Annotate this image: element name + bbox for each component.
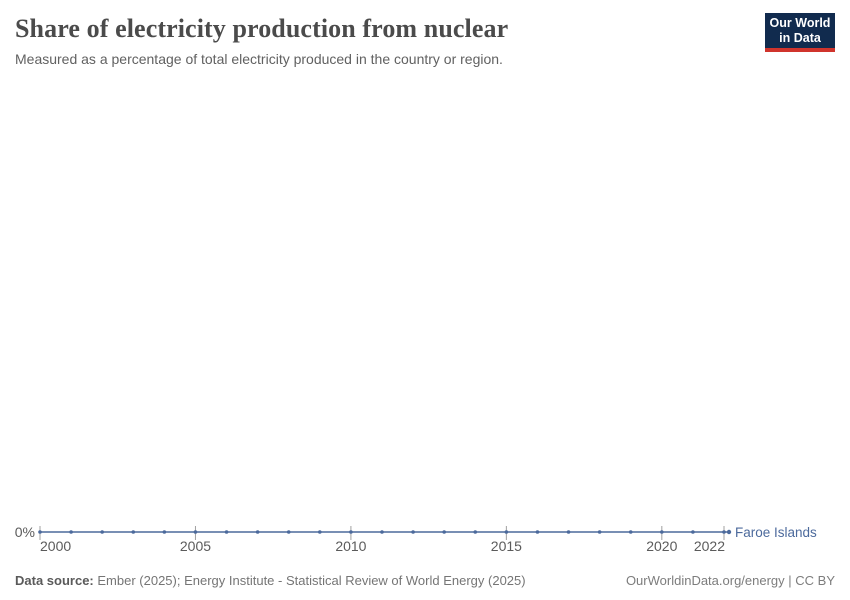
- logo-line1: Our World: [769, 15, 831, 30]
- data-point-marker: [255, 530, 260, 534]
- x-axis-tick-label: 2010: [335, 538, 366, 554]
- data-point-marker: [660, 530, 664, 534]
- data-point-marker: [349, 530, 353, 534]
- data-point-marker: [162, 530, 167, 534]
- data-point-marker: [69, 530, 73, 534]
- data-source-label: Data source:: [15, 573, 94, 588]
- chart-subtitle: Measured as a percentage of total electr…: [15, 50, 503, 67]
- chart-title: Share of electricity production from nuc…: [15, 14, 509, 43]
- data-source: Data source: Ember (2025); Energy Instit…: [15, 573, 526, 588]
- data-point-marker: [597, 530, 602, 534]
- chart-header: Share of electricity production from nuc…: [0, 0, 850, 68]
- x-axis-tick-label: 2005: [180, 538, 211, 554]
- owid-logo: Our World in Data: [765, 13, 835, 52]
- data-point-marker: [380, 530, 384, 534]
- data-point-marker: [628, 530, 633, 534]
- data-point-marker: [722, 530, 726, 534]
- data-point-marker: [193, 530, 198, 534]
- data-point-marker: [411, 530, 415, 534]
- data-point-marker: [100, 530, 104, 534]
- data-point-marker: [224, 530, 229, 534]
- data-point-marker: [535, 530, 540, 534]
- data-source-text: Ember (2025); Energy Institute - Statist…: [97, 573, 526, 588]
- data-point-marker: [131, 530, 136, 534]
- data-point-marker: [318, 530, 322, 534]
- data-point-marker: [691, 530, 695, 534]
- data-point-marker: [38, 530, 42, 534]
- footer-license-link: OurWorldinData.org/energy | CC BY: [625, 573, 835, 588]
- chart-footer: Data source: Ember (2025); Energy Instit…: [15, 573, 835, 588]
- line-end-marker: [726, 529, 732, 535]
- data-point-marker: [504, 530, 509, 534]
- x-axis-tick-label: 2020: [646, 538, 677, 554]
- x-axis-tick-label: 2000: [40, 538, 71, 554]
- x-axis-tick-label: 2022: [694, 538, 725, 554]
- data-point-marker: [286, 530, 291, 534]
- data-point-marker: [473, 530, 478, 534]
- y-axis-label: 0%: [15, 524, 35, 540]
- data-point-marker: [566, 530, 571, 534]
- logo-line2: in Data: [779, 30, 821, 45]
- series-entity-label: Faroe Islands: [735, 525, 817, 540]
- x-axis-tick-label: 2015: [491, 538, 522, 554]
- data-point-marker: [442, 530, 446, 534]
